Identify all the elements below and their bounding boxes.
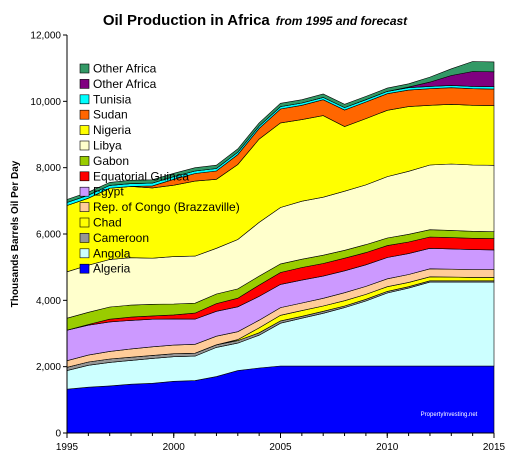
legend-swatch-libya bbox=[79, 140, 90, 151]
legend-swatch-chad bbox=[79, 217, 90, 228]
chart-subtitle: from 1995 and forecast bbox=[276, 14, 408, 28]
chart-title: Oil Production in Africa from 1995 and fo… bbox=[103, 12, 408, 29]
legend-label-other-africa: Other Africa bbox=[93, 77, 157, 91]
legend-label-nigeria: Nigeria bbox=[93, 123, 131, 137]
x-tick-label: 2015 bbox=[483, 442, 506, 453]
y-axis-label: Thousands Barrels Oil Per Day bbox=[10, 160, 21, 307]
x-tick-label: 1995 bbox=[56, 442, 79, 453]
legend-label-chad: Chad bbox=[93, 216, 122, 230]
y-tick-label: 8,000 bbox=[36, 163, 61, 174]
legend-label-libya: Libya bbox=[93, 139, 122, 153]
legend-swatch-equatorial-guinea bbox=[79, 171, 90, 182]
area-series-other-africa-13 bbox=[66, 61, 495, 203]
legend-label-sudan: Sudan bbox=[93, 108, 128, 122]
legend-swatch-cameroon bbox=[79, 233, 90, 243]
legend-label-cameroon: Cameroon bbox=[93, 231, 149, 245]
x-tick-label: 2010 bbox=[376, 442, 399, 453]
y-tick-label: 12,000 bbox=[30, 31, 61, 42]
x-tick-label: 2005 bbox=[269, 442, 292, 453]
legend-swatch-nigeria bbox=[79, 125, 90, 135]
legend-swatch-egypt bbox=[79, 186, 90, 197]
legend-swatch-algeria bbox=[79, 263, 90, 274]
legend-label-other-africa: Other Africa bbox=[93, 62, 157, 76]
y-tick-label: 6,000 bbox=[36, 230, 61, 241]
y-tick-label: 4,000 bbox=[36, 296, 61, 307]
legend-swatch-tunisia bbox=[79, 94, 90, 105]
legend-label-rep-of-congo-brazzaville: Rep. of Congo (Brazzaville) bbox=[93, 200, 240, 214]
legend-swatch-angola bbox=[79, 248, 90, 259]
areas-layer bbox=[66, 61, 495, 434]
legend-label-egypt: Egypt bbox=[93, 185, 124, 199]
y-tick-label: 0 bbox=[55, 429, 61, 440]
legend-swatch-rep-of-congo-brazzaville bbox=[79, 202, 90, 212]
axes-layer: 0 2,000 4,000 6,000 8,000 10,000 12,000 1995 200… bbox=[30, 31, 505, 454]
chart-title-main: Oil Production in Africa bbox=[103, 12, 271, 29]
x-tick-label: 2000 bbox=[163, 442, 186, 453]
legend-label-tunisia: Tunisia bbox=[93, 92, 132, 106]
watermark: PropertyInvesting.net bbox=[421, 412, 478, 418]
legend-swatch-sudan bbox=[79, 109, 90, 120]
legend-swatch-other-africa bbox=[79, 79, 90, 89]
legend-swatch-gabon bbox=[79, 156, 90, 166]
legend-label-equatorial-guinea: Equatorial Guinea bbox=[93, 169, 189, 183]
y-tick-label: 2,000 bbox=[36, 362, 61, 373]
legend-label-algeria: Algeria bbox=[93, 262, 131, 276]
legend-label-angola: Angola bbox=[93, 246, 131, 260]
legend-swatch-other-africa bbox=[79, 63, 90, 74]
legend-label-gabon: Gabon bbox=[93, 154, 129, 168]
y-tick-label: 10,000 bbox=[30, 97, 61, 108]
